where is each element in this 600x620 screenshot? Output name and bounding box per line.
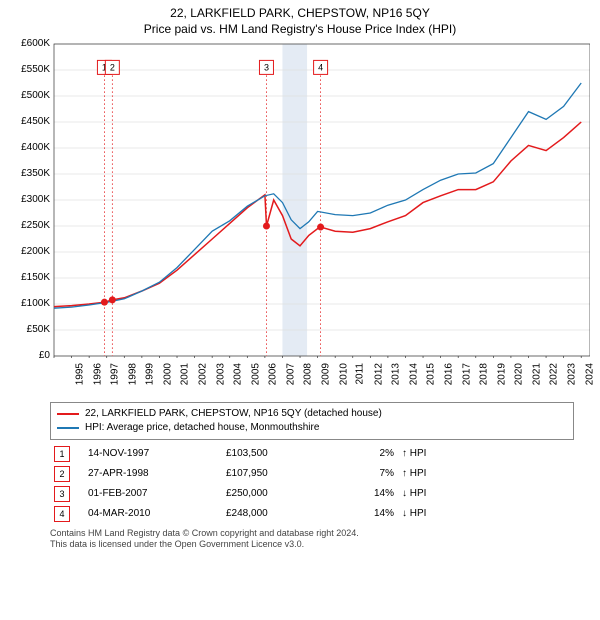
x-tick-label: 2008 <box>303 363 314 385</box>
y-tick-label: £50K <box>10 324 50 335</box>
x-tick-label: 2024 <box>584 363 595 385</box>
event-price: £103,500 <box>222 444 330 464</box>
event-marker-box: 3 <box>54 486 70 502</box>
chart-legend: 22, LARKFIELD PARK, CHEPSTOW, NP16 5QY (… <box>50 402 574 440</box>
chart-title-line1: 22, LARKFIELD PARK, CHEPSTOW, NP16 5QY <box>10 6 590 22</box>
x-tick-label: 2009 <box>320 363 331 385</box>
y-tick-label: £100K <box>10 298 50 309</box>
y-tick-label: £450K <box>10 116 50 127</box>
event-date: 14-NOV-1997 <box>84 444 222 464</box>
x-tick-label: 1997 <box>109 363 120 385</box>
event-date: 04-MAR-2010 <box>84 504 222 524</box>
legend-swatch <box>57 413 79 415</box>
event-arrow-hpi: ↑ HPI <box>398 464 456 484</box>
event-marker-box: 2 <box>54 466 70 482</box>
svg-text:4: 4 <box>318 62 323 72</box>
x-tick-label: 2018 <box>478 363 489 385</box>
y-tick-label: £350K <box>10 168 50 179</box>
event-delta: 2% <box>330 444 398 464</box>
footer-attribution: Contains HM Land Registry data © Crown c… <box>50 528 574 551</box>
x-tick-label: 1996 <box>92 363 103 385</box>
x-tick-label: 2010 <box>338 363 349 385</box>
event-arrow-hpi: ↓ HPI <box>398 504 456 524</box>
event-price: £107,950 <box>222 464 330 484</box>
x-tick-label: 2015 <box>426 363 437 385</box>
x-tick-label: 2020 <box>514 363 525 385</box>
x-tick-label: 2023 <box>566 363 577 385</box>
event-delta: 7% <box>330 464 398 484</box>
x-tick-label: 2022 <box>549 363 560 385</box>
y-tick-label: £550K <box>10 64 50 75</box>
event-row: 2 27-APR-1998£107,9507%↑ HPI <box>50 464 574 484</box>
event-table: 1 14-NOV-1997£103,5002%↑ HPI 2 27-APR-1998£… <box>50 444 574 524</box>
legend-item: 22, LARKFIELD PARK, CHEPSTOW, NP16 5QY (… <box>57 407 567 421</box>
event-row: 1 14-NOV-1997£103,5002%↑ HPI <box>50 444 574 464</box>
svg-text:3: 3 <box>264 62 269 72</box>
x-tick-label: 2013 <box>391 363 402 385</box>
y-tick-label: £250K <box>10 220 50 231</box>
legend-label: HPI: Average price, detached house, Monm… <box>85 421 319 435</box>
y-tick-label: £600K <box>10 38 50 49</box>
legend-swatch <box>57 427 79 429</box>
event-date: 27-APR-1998 <box>84 464 222 484</box>
chart-plot-area: 1234£0£50K£100K£150K£200K£250K£300K£350K… <box>10 40 590 396</box>
y-tick-label: £500K <box>10 90 50 101</box>
y-tick-label: £300K <box>10 194 50 205</box>
x-tick-label: 2005 <box>250 363 261 385</box>
legend-item: HPI: Average price, detached house, Monm… <box>57 421 567 435</box>
x-tick-label: 2012 <box>373 363 384 385</box>
event-marker-box: 4 <box>54 506 70 522</box>
event-delta: 14% <box>330 504 398 524</box>
x-tick-label: 2006 <box>268 363 279 385</box>
event-price: £248,000 <box>222 504 330 524</box>
x-tick-label: 2014 <box>408 363 419 385</box>
svg-text:2: 2 <box>110 62 115 72</box>
event-delta: 14% <box>330 484 398 504</box>
x-tick-label: 2019 <box>496 363 507 385</box>
footer-line1: Contains HM Land Registry data © Crown c… <box>50 528 574 539</box>
event-arrow-hpi: ↓ HPI <box>398 484 456 504</box>
chart-title-line2: Price paid vs. HM Land Registry's House … <box>10 22 590 36</box>
x-tick-label: 2001 <box>180 363 191 385</box>
x-tick-label: 2017 <box>461 363 472 385</box>
x-tick-label: 2011 <box>355 363 366 385</box>
x-tick-label: 1998 <box>127 363 138 385</box>
x-tick-label: 2007 <box>285 363 296 385</box>
event-arrow-hpi: ↑ HPI <box>398 444 456 464</box>
event-price: £250,000 <box>222 484 330 504</box>
y-tick-label: £0 <box>10 350 50 361</box>
legend-label: 22, LARKFIELD PARK, CHEPSTOW, NP16 5QY (… <box>85 407 382 421</box>
x-tick-label: 1995 <box>74 363 85 385</box>
x-tick-label: 2002 <box>197 363 208 385</box>
y-tick-label: £200K <box>10 246 50 257</box>
footer-line2: This data is licensed under the Open Gov… <box>50 539 574 550</box>
x-tick-label: 1999 <box>145 363 156 385</box>
y-tick-label: £150K <box>10 272 50 283</box>
event-marker-box: 1 <box>54 446 70 462</box>
event-row: 4 04-MAR-2010£248,00014%↓ HPI <box>50 504 574 524</box>
x-tick-label: 2000 <box>162 363 173 385</box>
y-tick-label: £400K <box>10 142 50 153</box>
event-row: 3 01-FEB-2007£250,00014%↓ HPI <box>50 484 574 504</box>
x-tick-label: 2016 <box>443 363 454 385</box>
x-tick-label: 2021 <box>531 363 542 385</box>
event-date: 01-FEB-2007 <box>84 484 222 504</box>
x-tick-label: 2003 <box>215 363 226 385</box>
x-tick-label: 2004 <box>232 363 243 385</box>
